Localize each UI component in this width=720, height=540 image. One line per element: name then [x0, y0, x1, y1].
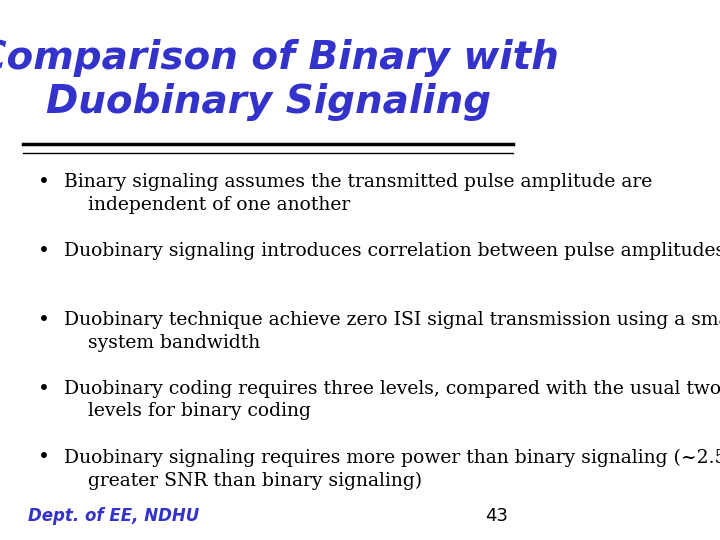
Text: Duobinary technique achieve zero ISI signal transmission using a smaller
    sys: Duobinary technique achieve zero ISI sig…: [64, 311, 720, 352]
Text: Duobinary signaling introduces correlation between pulse amplitudes: Duobinary signaling introduces correlati…: [64, 242, 720, 260]
Text: •: •: [37, 173, 50, 192]
Text: Dept. of EE, NDHU: Dept. of EE, NDHU: [28, 507, 199, 525]
Text: Binary signaling assumes the transmitted pulse amplitude are
    independent of : Binary signaling assumes the transmitted…: [64, 173, 652, 214]
Text: •: •: [37, 448, 50, 467]
Text: Duobinary coding requires three levels, compared with the usual two
    levels f: Duobinary coding requires three levels, …: [64, 380, 720, 421]
Text: Comparison of Binary with
Duobinary Signaling: Comparison of Binary with Duobinary Sign…: [0, 39, 559, 121]
Text: •: •: [37, 380, 50, 399]
Text: •: •: [37, 242, 50, 261]
Text: 43: 43: [485, 507, 508, 525]
Text: Duobinary signaling requires more power than binary signaling (~2.5 dB
    great: Duobinary signaling requires more power …: [64, 448, 720, 490]
Text: •: •: [37, 311, 50, 330]
